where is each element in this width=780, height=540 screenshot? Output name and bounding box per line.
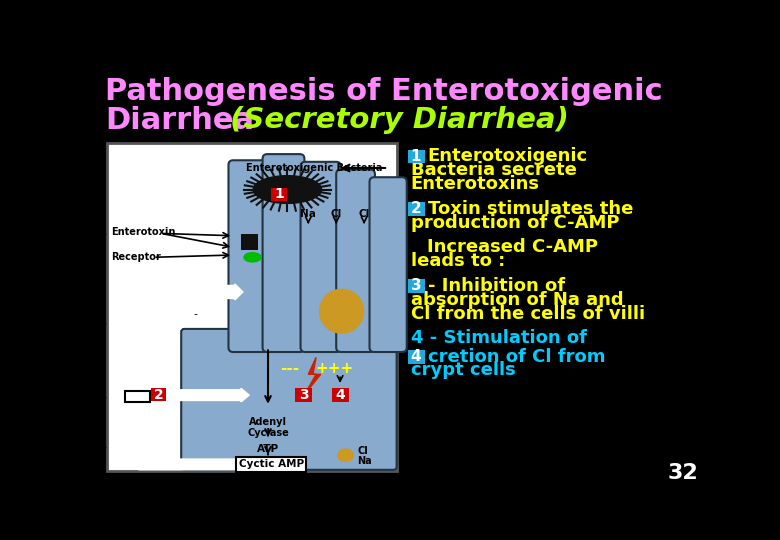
Text: Bacteria secrete: Bacteria secrete (410, 161, 576, 179)
FancyBboxPatch shape (151, 388, 166, 401)
Text: -: - (103, 229, 111, 239)
FancyArrow shape (140, 458, 248, 471)
FancyBboxPatch shape (336, 170, 375, 352)
Bar (107, 143, 398, 470)
Text: - Inhibition of: - Inhibition of (427, 277, 565, 295)
Text: Na: Na (300, 209, 316, 219)
FancyBboxPatch shape (407, 279, 424, 293)
Text: leads to :: leads to : (410, 252, 505, 270)
Text: Enterotoxin: Enterotoxin (111, 227, 175, 237)
Text: +++: +++ (316, 361, 354, 376)
Text: Toxin stimulates the: Toxin stimulates the (427, 200, 633, 218)
Text: -: - (103, 393, 111, 402)
Text: Enterotoxigenic: Enterotoxigenic (427, 147, 588, 165)
Text: 3: 3 (299, 388, 308, 402)
Text: Diarrhea: Diarrhea (105, 106, 254, 135)
Text: Cl: Cl (331, 209, 342, 219)
FancyBboxPatch shape (407, 202, 424, 215)
Text: Na: Na (357, 456, 372, 467)
Text: Cl: Cl (359, 209, 370, 219)
Text: 2: 2 (154, 388, 164, 402)
FancyArrow shape (167, 389, 249, 402)
Text: Cl: Cl (357, 446, 368, 456)
FancyBboxPatch shape (300, 162, 341, 352)
Bar (126, 392, 151, 402)
Text: ---: --- (280, 361, 300, 376)
Text: (Secretory Diarrhea): (Secretory Diarrhea) (220, 106, 569, 134)
Bar (241, 234, 258, 249)
FancyBboxPatch shape (295, 388, 312, 402)
Text: ATP: ATP (257, 444, 279, 454)
FancyBboxPatch shape (181, 329, 397, 470)
Ellipse shape (244, 253, 261, 262)
Ellipse shape (338, 449, 353, 461)
Text: Receptor: Receptor (111, 252, 161, 262)
Text: 4: 4 (411, 349, 421, 364)
FancyBboxPatch shape (370, 177, 406, 352)
Text: Cyctic AMP: Cyctic AMP (239, 460, 303, 469)
FancyBboxPatch shape (407, 350, 424, 363)
Text: -: - (103, 319, 111, 329)
Text: -: - (193, 309, 201, 319)
Circle shape (320, 289, 363, 333)
FancyBboxPatch shape (229, 160, 269, 352)
FancyBboxPatch shape (407, 150, 424, 164)
Text: absorption of Na and: absorption of Na and (410, 291, 623, 309)
Text: 2: 2 (410, 201, 421, 217)
Text: production of C-AMP: production of C-AMP (410, 214, 619, 232)
Polygon shape (305, 357, 321, 394)
Text: 1: 1 (411, 149, 421, 164)
Text: 32: 32 (667, 463, 698, 483)
Text: -: - (103, 442, 111, 453)
Text: Pathogenesis of Enterotoxigenic: Pathogenesis of Enterotoxigenic (105, 77, 663, 106)
FancyBboxPatch shape (332, 388, 349, 402)
Text: Enterotoxins: Enterotoxins (410, 175, 540, 193)
Text: Cl from the cells of villi: Cl from the cells of villi (410, 305, 645, 322)
Text: Enterotoxigenic Bacteria: Enterotoxigenic Bacteria (246, 163, 383, 173)
Text: cretion of Cl from: cretion of Cl from (427, 348, 605, 366)
FancyBboxPatch shape (236, 457, 306, 472)
Text: 4: 4 (335, 388, 345, 402)
FancyArrow shape (188, 284, 243, 300)
Ellipse shape (254, 176, 321, 204)
Text: 4 - Stimulation of: 4 - Stimulation of (410, 329, 587, 347)
Text: 3: 3 (411, 278, 421, 293)
FancyBboxPatch shape (271, 188, 286, 201)
Text: 1: 1 (274, 187, 284, 201)
Text: Increased C-AMP: Increased C-AMP (427, 238, 598, 256)
Text: crypt cells: crypt cells (410, 361, 516, 380)
Text: Adenyl
Cyclase: Adenyl Cyclase (247, 417, 289, 438)
FancyBboxPatch shape (263, 154, 304, 352)
